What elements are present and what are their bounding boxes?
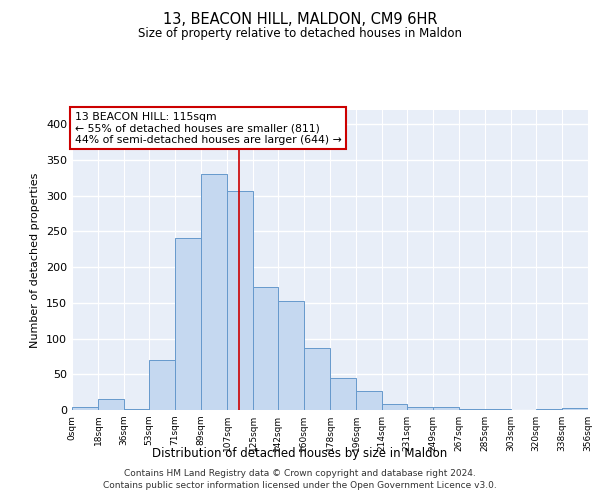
Bar	[72, 407, 98, 410]
Bar	[304, 348, 330, 410]
Text: 13, BEACON HILL, MALDON, CM9 6HR: 13, BEACON HILL, MALDON, CM9 6HR	[163, 12, 437, 28]
Bar	[330, 378, 356, 410]
Bar	[98, 400, 124, 410]
Bar	[562, 408, 588, 410]
Bar	[382, 404, 407, 410]
Text: Contains public sector information licensed under the Open Government Licence v3: Contains public sector information licen…	[103, 480, 497, 490]
Bar	[356, 390, 382, 410]
Y-axis label: Number of detached properties: Number of detached properties	[31, 172, 40, 348]
Bar	[175, 238, 201, 410]
Text: 13 BEACON HILL: 115sqm
← 55% of detached houses are smaller (811)
44% of semi-de: 13 BEACON HILL: 115sqm ← 55% of detached…	[74, 112, 341, 144]
Text: Size of property relative to detached houses in Maldon: Size of property relative to detached ho…	[138, 28, 462, 40]
Bar	[433, 407, 459, 410]
Bar	[227, 190, 253, 410]
Text: Contains HM Land Registry data © Crown copyright and database right 2024.: Contains HM Land Registry data © Crown c…	[124, 469, 476, 478]
Bar	[278, 300, 304, 410]
Bar	[407, 407, 433, 410]
Text: Distribution of detached houses by size in Maldon: Distribution of detached houses by size …	[152, 448, 448, 460]
Bar	[149, 360, 175, 410]
Bar	[201, 174, 227, 410]
Bar	[253, 287, 278, 410]
